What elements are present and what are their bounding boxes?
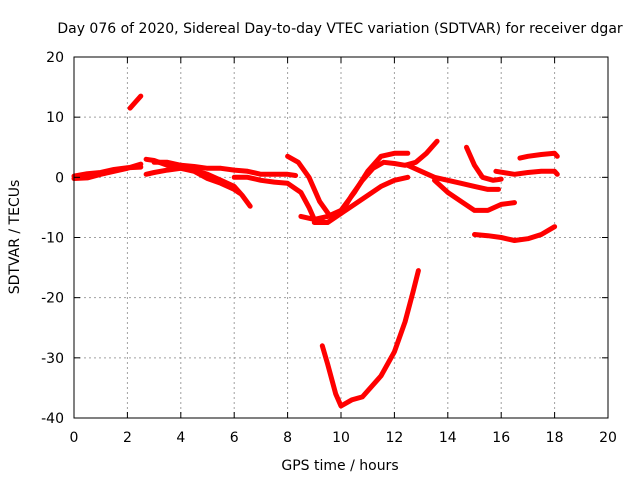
series-arc-7 [231,174,325,224]
y-tick-label: 20 [46,50,64,66]
y-tick-label: -20 [41,291,64,307]
grid [74,57,608,418]
series-arc-6 [151,159,299,178]
x-axis-label: GPS time / hours [281,458,398,474]
y-axis-label: SDTVAR / TECUs [7,180,23,295]
series-arc-16 [493,168,560,177]
series-arc-3 [127,93,144,111]
series-arc-15 [472,224,558,243]
chart-title: Day 076 of 2020, Sidereal Day-to-day VTE… [57,21,623,37]
series-arc-13 [432,177,517,213]
x-tick-label: 6 [230,430,239,446]
axis-ticks: 0 2 4 6 8 10 12 14 16 18 20 -40 -30 -20 -10 0 10 20 [41,50,617,446]
series-arc-10 [311,174,411,225]
x-tick-label: 12 [385,430,403,446]
x-tick-label: 8 [283,430,292,446]
y-tick-label: -30 [41,351,64,367]
plot-series [71,93,560,409]
series-arc-17 [517,150,560,161]
x-tick-label: 2 [123,430,132,446]
x-tick-label: 0 [70,430,79,446]
series-arc-9 [298,150,411,222]
y-tick-label: 10 [46,110,64,126]
x-tick-label: 16 [492,430,510,446]
x-tick-label: 18 [546,430,564,446]
series-arc-5 [143,165,242,196]
x-tick-label: 20 [599,430,617,446]
x-tick-label: 14 [439,430,457,446]
x-tick-label: 4 [176,430,185,446]
series-arc-14 [464,144,504,183]
y-tick-label: -10 [41,231,64,247]
y-tick-label: 0 [55,170,64,186]
y-tick-label: -40 [41,411,64,427]
series-arc-12 [405,162,501,192]
x-tick-label: 10 [332,430,350,446]
series-arc-2 [71,161,144,181]
series-arc-11 [319,268,421,409]
